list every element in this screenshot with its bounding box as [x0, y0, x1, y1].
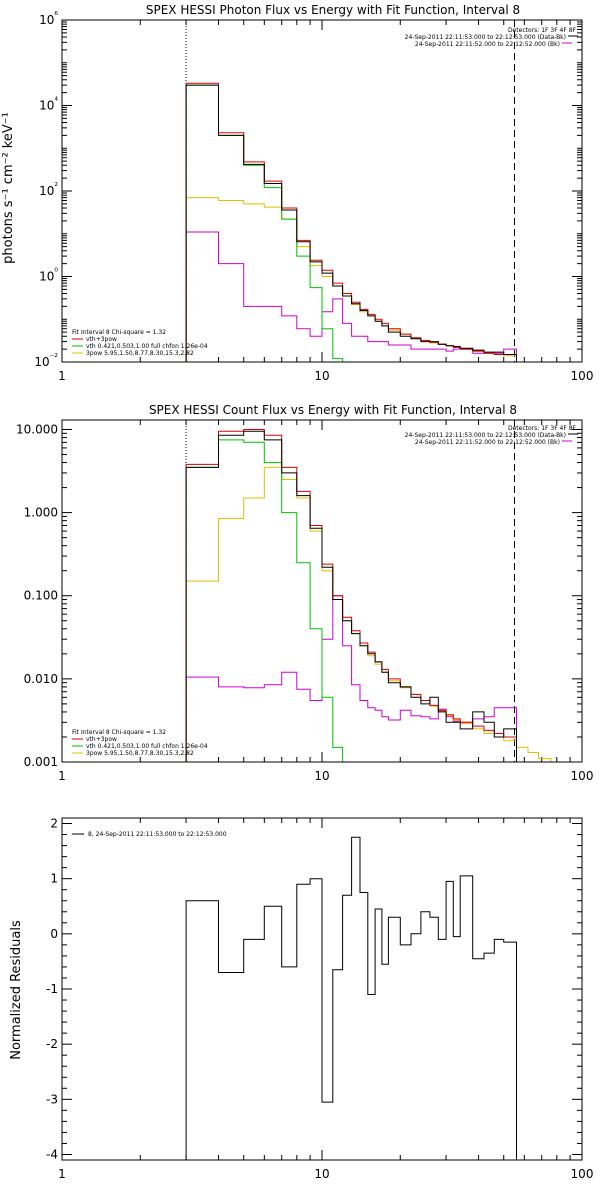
series-data-line [185, 84, 517, 362]
y-tick-label: -2 [46, 1037, 58, 1051]
y-tick-label: -1 [46, 982, 58, 996]
x-tick-label: 10 [314, 769, 329, 783]
photon-legend-databk: 24-Sep-2011 22:11:53.000 to 22:12:53.000… [405, 34, 566, 41]
series-vth-0-421-0-503-1-00-ful-line [185, 439, 344, 762]
y-tick-label: 10.000 [16, 422, 58, 436]
x-tick-label: 1 [58, 769, 66, 783]
x-tick-label: 1 [58, 1167, 66, 1181]
plot-frame [61, 19, 583, 363]
y-tick-label: 2 [50, 817, 58, 831]
series-data-line [185, 430, 517, 762]
y-tick-label: 10⁶ [39, 11, 58, 27]
plot-data [185, 20, 517, 362]
x-tick-label: 10 [314, 369, 329, 383]
photon-legend-detectors: Detectors: 1F 3F 4F 8F [508, 27, 577, 34]
photon-legend-vth: vth 0.421,0.503,1.00 full chfon 1.26e-04 [86, 343, 208, 350]
residuals-panel: Normalized Residuals 8, 24-Sep-2011 22:1… [9, 817, 593, 1181]
count-legend-fit: Fit Interval 8 Chi-square = 1.32 [72, 729, 166, 736]
count-legend-vth: vth 0.421,0.503,1.00 full chfon 1.26e-04 [86, 743, 208, 750]
x-tick-label: 100 [571, 369, 594, 383]
plot-frame [61, 817, 583, 1161]
x-tick-label: 10 [314, 1167, 329, 1181]
photon-flux-title: SPEX HESSI Photon Flux vs Energy with Fi… [146, 3, 520, 17]
photon-flux-ylabel: photons s⁻¹ cm⁻² keV⁻¹ [1, 112, 16, 264]
plot-data [185, 836, 517, 1160]
y-tick-label: 0.001 [24, 755, 58, 769]
count-legend-3pow: 3pow 5.95,1.50,8.77,8.30,15.3,2.82 [86, 750, 194, 757]
y-tick-label: 10⁰ [39, 268, 58, 284]
x-tick-label: 100 [571, 769, 594, 783]
x-tick-label: 1 [58, 369, 66, 383]
y-tick-label: 0.100 [24, 589, 58, 603]
y-tick-label: -3 [46, 1092, 58, 1106]
residuals-ylabel: Normalized Residuals [9, 920, 24, 1060]
y-tick-label: 0.010 [24, 672, 58, 686]
y-tick-label: 10⁻² [34, 353, 58, 369]
photon-legend-bk: 24-Sep-2011 22:11:52.000 to 22:12:52.000… [415, 41, 560, 48]
y-tick-label: 1.000 [24, 506, 58, 520]
x-tick-label: 100 [571, 1167, 594, 1181]
y-tick-label: 10² [39, 182, 58, 198]
photon-legend-3pow: 3pow 5.95,1.50,8.77,8.30,15.3,2.82 [86, 350, 194, 357]
plot-data [185, 420, 563, 762]
series-3pow-5-95-1-50-8-77-8-30-line [185, 466, 563, 762]
count-legend-vth3pow: vth+3pow [86, 736, 117, 743]
series-8-24-sep-2011-22-11-53-0-line [185, 836, 517, 1160]
count-legend-databk: 24-Sep-2011 22:11:53.000 to 22:12:53.000… [405, 432, 566, 439]
photon-legend-vth3pow: vth+3pow [86, 336, 117, 343]
plot-frame [61, 419, 583, 763]
count-legend-detectors: Detectors: 1F 3F 4F 8F [508, 425, 577, 432]
y-tick-label: 0 [50, 927, 58, 941]
series-vth-3pow-line [185, 429, 517, 762]
series-3pow-5-95-1-50-8-77-8-30-line [185, 197, 517, 362]
photon-flux-panel: SPEX HESSI Photon Flux vs Energy with Fi… [1, 3, 593, 383]
y-tick-label: -4 [46, 1147, 58, 1161]
count-flux-title: SPEX HESSI Count Flux vs Energy with Fit… [149, 403, 517, 417]
residuals-legend: 8, 24-Sep-2011 22:11:53.000 to 22:12:53.… [88, 831, 227, 838]
photon-legend-fit: Fit Interval 8 Chi-square = 1.32 [72, 329, 166, 336]
y-tick-label: 1 [50, 872, 58, 886]
y-tick-label: 10⁴ [39, 97, 58, 113]
count-flux-panel: SPEX HESSI Count Flux vs Energy with Fit… [16, 403, 594, 783]
count-legend-bk: 24-Sep-2011 22:11:52.000 to 22:12:52.000… [415, 439, 560, 446]
